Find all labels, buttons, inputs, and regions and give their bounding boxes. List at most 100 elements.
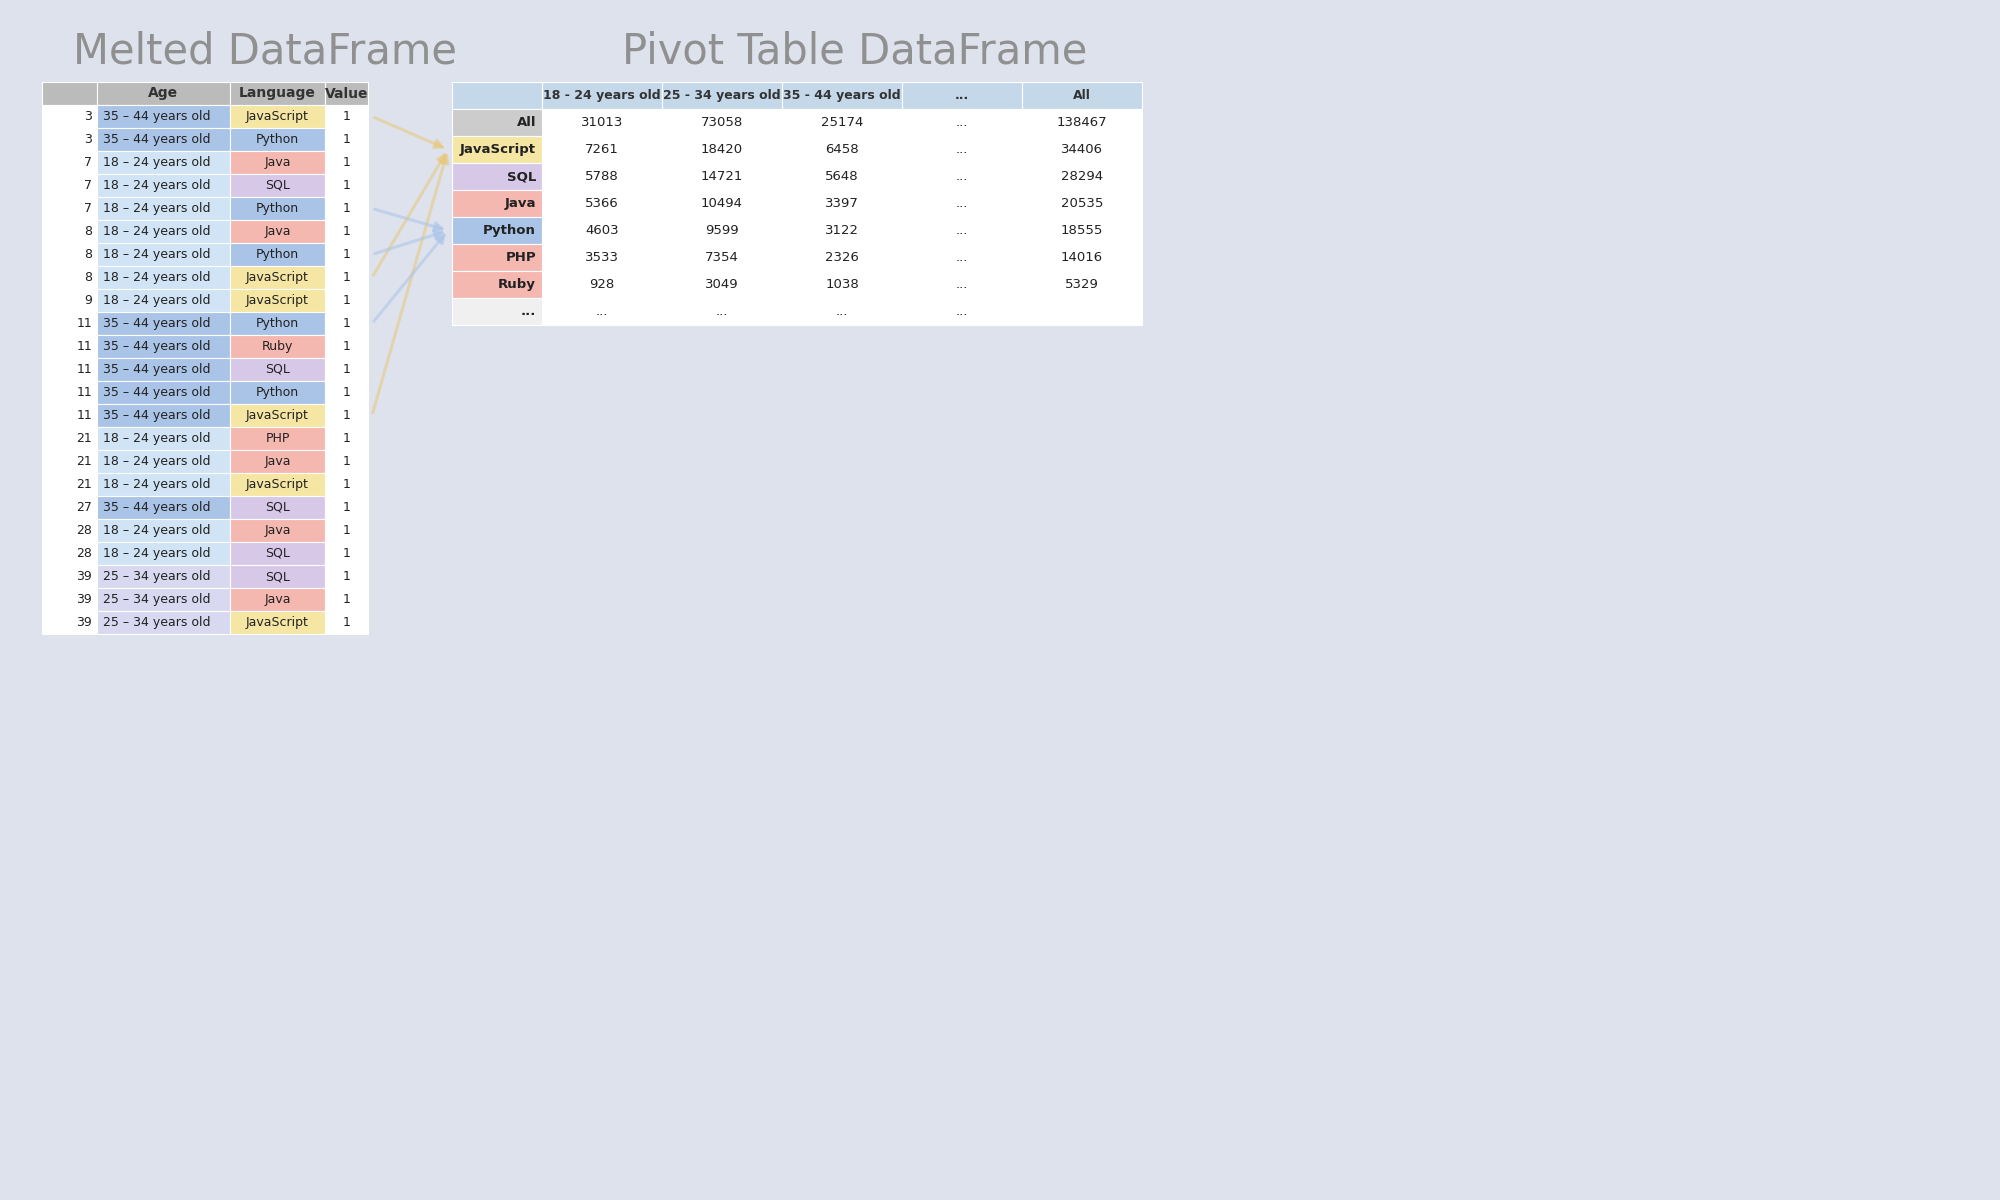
Bar xyxy=(452,271,542,298)
Bar xyxy=(96,266,230,289)
Text: 18 - 24 years old: 18 - 24 years old xyxy=(544,89,660,102)
Text: 18 – 24 years old: 18 – 24 years old xyxy=(104,156,210,169)
Bar xyxy=(324,82,368,104)
Bar xyxy=(324,565,368,588)
Text: JavaScript: JavaScript xyxy=(246,616,308,629)
Bar xyxy=(452,136,542,163)
Bar xyxy=(1022,244,1142,271)
Bar xyxy=(324,473,368,496)
Text: 11: 11 xyxy=(76,317,92,330)
Text: Python: Python xyxy=(484,224,536,236)
Bar xyxy=(1022,163,1142,190)
Bar xyxy=(230,104,324,128)
Text: 3: 3 xyxy=(84,133,92,146)
Text: SQL: SQL xyxy=(266,362,290,376)
Text: Age: Age xyxy=(148,86,178,101)
Text: 1: 1 xyxy=(342,409,350,422)
Bar xyxy=(324,197,368,220)
Text: 18420: 18420 xyxy=(700,143,744,156)
Text: 18 – 24 years old: 18 – 24 years old xyxy=(104,226,210,238)
Text: 1038: 1038 xyxy=(826,278,858,290)
Bar xyxy=(230,450,324,473)
Text: ...: ... xyxy=(956,224,968,236)
Text: SQL: SQL xyxy=(266,570,290,583)
Text: 1: 1 xyxy=(342,478,350,491)
Bar xyxy=(42,220,96,242)
Bar xyxy=(42,104,96,128)
Text: 138467: 138467 xyxy=(1056,116,1108,128)
Text: Python: Python xyxy=(256,133,300,146)
Text: 25 – 34 years old: 25 – 34 years old xyxy=(104,616,210,629)
Text: JavaScript: JavaScript xyxy=(246,110,308,122)
Text: 1: 1 xyxy=(342,133,350,146)
Bar xyxy=(42,151,96,174)
Bar xyxy=(662,163,782,190)
Text: 35 – 44 years old: 35 – 44 years old xyxy=(104,502,210,514)
Bar xyxy=(1022,190,1142,217)
Bar xyxy=(230,473,324,496)
Text: 1: 1 xyxy=(342,386,350,398)
Bar xyxy=(42,542,96,565)
Text: 18 – 24 years old: 18 – 24 years old xyxy=(104,478,210,491)
Bar xyxy=(662,136,782,163)
Bar xyxy=(782,190,902,217)
Text: 39: 39 xyxy=(76,616,92,629)
Text: JavaScript: JavaScript xyxy=(460,143,536,156)
Text: 10494: 10494 xyxy=(702,197,744,210)
Text: 928: 928 xyxy=(590,278,614,290)
Bar xyxy=(230,289,324,312)
Bar xyxy=(96,335,230,358)
Text: 8: 8 xyxy=(84,248,92,260)
Text: PHP: PHP xyxy=(506,251,536,264)
Text: 1: 1 xyxy=(342,432,350,445)
Text: 28: 28 xyxy=(76,524,92,538)
Text: All: All xyxy=(516,116,536,128)
Text: ...: ... xyxy=(956,170,968,182)
Text: ...: ... xyxy=(716,305,728,318)
Text: 1: 1 xyxy=(342,202,350,215)
Text: 3122: 3122 xyxy=(826,224,860,236)
Bar xyxy=(902,244,1022,271)
Bar xyxy=(42,335,96,358)
Text: ...: ... xyxy=(956,116,968,128)
Bar xyxy=(96,588,230,611)
Text: 25 - 34 years old: 25 - 34 years old xyxy=(664,89,780,102)
Bar xyxy=(96,427,230,450)
Bar xyxy=(324,542,368,565)
Text: 11: 11 xyxy=(76,409,92,422)
Text: 8: 8 xyxy=(84,226,92,238)
Bar xyxy=(42,382,96,404)
Bar xyxy=(42,197,96,220)
Text: ...: ... xyxy=(956,197,968,210)
Text: 3533: 3533 xyxy=(584,251,620,264)
Bar xyxy=(324,335,368,358)
Text: 25 – 34 years old: 25 – 34 years old xyxy=(104,593,210,606)
Text: SQL: SQL xyxy=(266,179,290,192)
Bar xyxy=(902,271,1022,298)
Text: 1: 1 xyxy=(342,547,350,560)
Bar xyxy=(230,358,324,382)
Bar xyxy=(662,298,782,325)
Bar xyxy=(902,217,1022,244)
Bar xyxy=(96,382,230,404)
Bar xyxy=(452,109,542,136)
Bar xyxy=(230,542,324,565)
Bar xyxy=(324,289,368,312)
Bar xyxy=(782,217,902,244)
Bar xyxy=(324,151,368,174)
Bar xyxy=(42,128,96,151)
Text: Java: Java xyxy=(264,524,290,538)
Text: JavaScript: JavaScript xyxy=(246,409,308,422)
Bar xyxy=(42,242,96,266)
Bar xyxy=(96,174,230,197)
Text: 27: 27 xyxy=(76,502,92,514)
Bar xyxy=(902,136,1022,163)
Text: Ruby: Ruby xyxy=(498,278,536,290)
Bar xyxy=(42,496,96,518)
Bar xyxy=(542,298,662,325)
Bar xyxy=(96,450,230,473)
Text: Java: Java xyxy=(264,455,290,468)
Bar xyxy=(452,217,542,244)
Text: JavaScript: JavaScript xyxy=(246,294,308,307)
Text: 1: 1 xyxy=(342,340,350,353)
